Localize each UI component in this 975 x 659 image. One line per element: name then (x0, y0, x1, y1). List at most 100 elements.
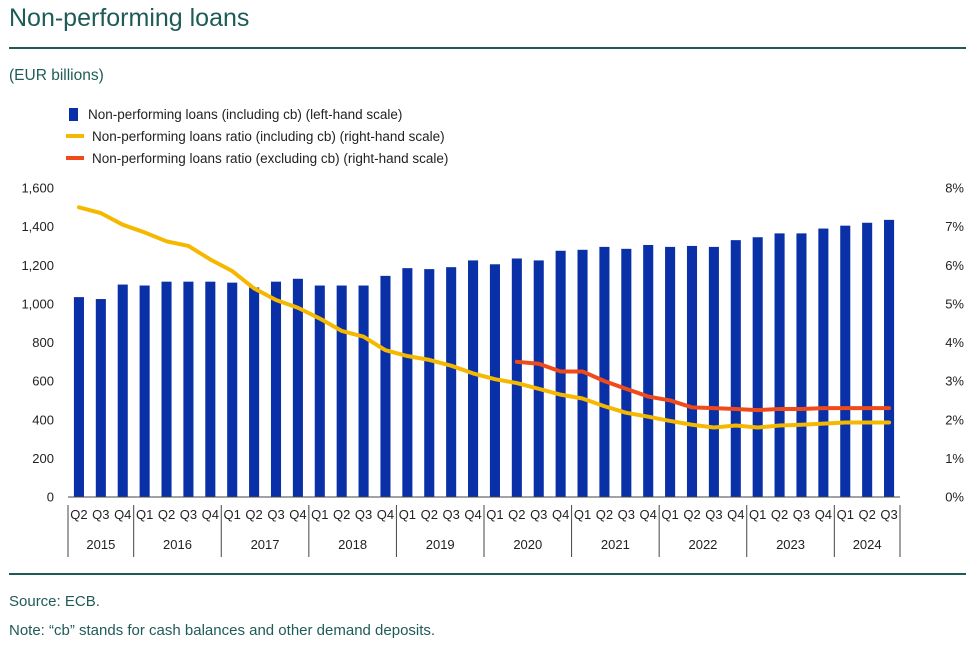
right-tick-label: 7% (945, 219, 964, 234)
right-tick-label: 5% (945, 296, 964, 311)
quarter-tick-label: Q2 (158, 507, 175, 522)
bar (227, 282, 238, 497)
quarter-tick-label: Q2 (596, 507, 613, 522)
ratio-incl-line (76, 205, 892, 430)
quarter-tick-label: Q2 (70, 507, 87, 522)
quarter-tick-label: Q1 (224, 507, 241, 522)
left-tick-label: 1,600 (21, 181, 54, 196)
bar (774, 233, 785, 497)
bar (183, 281, 194, 497)
bar (752, 237, 763, 497)
bar (314, 285, 325, 497)
quarter-tick-label: Q2 (245, 507, 262, 522)
quarter-tick-label: Q1 (486, 507, 503, 522)
footer-rule (9, 573, 966, 575)
bar (555, 250, 566, 497)
bar (380, 275, 391, 497)
quarter-tick-label: Q3 (92, 507, 109, 522)
bar (621, 248, 632, 497)
quarter-tick-label: Q2 (858, 507, 875, 522)
quarter-tick-label: Q2 (683, 507, 700, 522)
quarter-tick-label: Q4 (552, 507, 569, 522)
year-tick-label: 2017 (251, 537, 280, 552)
lines-layer (76, 205, 892, 430)
quarter-tick-label: Q3 (618, 507, 635, 522)
bar (643, 244, 654, 497)
left-tick-label: 200 (32, 451, 54, 466)
quarter-tick-label: Q2 (421, 507, 438, 522)
quarter-tick-label: Q1 (661, 507, 678, 522)
bar (468, 260, 479, 497)
legend-item-ratio-excl: Non-performing loans ratio (excluding cb… (66, 147, 448, 169)
year-tick-label: 2024 (853, 537, 882, 552)
quarter-tick-label: Q4 (114, 507, 131, 522)
bar (665, 246, 676, 497)
quarter-tick-label: Q2 (333, 507, 350, 522)
quarter-tick-label: Q1 (136, 507, 153, 522)
left-tick-label: 1,400 (21, 219, 54, 234)
bar (840, 225, 851, 498)
bar (336, 285, 347, 497)
bar (249, 287, 260, 497)
quarter-tick-label: Q4 (289, 507, 306, 522)
quarter-tick-label: Q1 (574, 507, 591, 522)
quarter-tick-label: Q1 (311, 507, 328, 522)
year-tick-label: 2023 (776, 537, 805, 552)
quarter-tick-label: Q4 (815, 507, 832, 522)
quarter-tick-label: Q3 (180, 507, 197, 522)
quarter-tick-label: Q3 (267, 507, 284, 522)
right-tick-label: 0% (945, 490, 964, 505)
legend-label: Non-performing loans ratio (including cb… (92, 128, 445, 144)
bar (796, 233, 807, 497)
footnote: Note: “cb” stands for cash balances and … (9, 622, 436, 639)
bar (730, 240, 741, 498)
legend-swatch-line (66, 134, 84, 138)
year-tick-label: 2015 (86, 537, 115, 552)
right-tick-label: 2% (945, 412, 964, 427)
legend-label: Non-performing loans (including cb) (lef… (88, 106, 403, 122)
bar (402, 268, 413, 497)
bar (95, 299, 106, 497)
bar (862, 222, 873, 497)
bar (599, 246, 610, 497)
chart-legend: Non-performing loans (including cb) (lef… (66, 103, 448, 169)
title-rule (9, 47, 966, 49)
bar (270, 281, 282, 497)
quarter-tick-label: Q2 (771, 507, 788, 522)
quarter-tick-label: Q3 (705, 507, 722, 522)
right-tick-label: 6% (945, 258, 964, 273)
bar (205, 281, 216, 497)
bar (358, 285, 369, 497)
bar (292, 278, 303, 497)
quarter-tick-label: Q1 (749, 507, 766, 522)
year-tick-label: 2022 (688, 537, 717, 552)
quarter-tick-label: Q4 (640, 507, 657, 522)
quarter-tick-label: Q3 (355, 507, 372, 522)
quarter-tick-label: Q1 (399, 507, 416, 522)
bar (161, 281, 172, 497)
axes-layer: 0 200 400 600 800 1,000 1,200 1,400 1,600 0% 1% 2% 3… (21, 181, 964, 557)
quarter-tick-label: Q2 (508, 507, 525, 522)
left-tick-label: 600 (32, 374, 54, 389)
chart-subtitle: (EUR billions) (9, 67, 104, 84)
left-tick-label: 800 (32, 335, 54, 350)
legend-label: Non-performing loans ratio (excluding cb… (92, 150, 449, 166)
left-tick-label: 1,000 (21, 296, 54, 311)
quarter-tick-label: Q1 (837, 507, 854, 522)
bar (117, 284, 128, 497)
bar (446, 267, 457, 497)
right-tick-label: 1% (945, 451, 964, 466)
year-tick-label: 2018 (338, 537, 367, 552)
quarter-tick-label: Q3 (530, 507, 547, 522)
legend-item-ratio-incl: Non-performing loans ratio (including cb… (66, 125, 448, 147)
bar (139, 285, 150, 497)
right-tick-label: 8% (945, 181, 964, 196)
quarter-tick-label: Q4 (377, 507, 394, 522)
bar (533, 260, 544, 497)
year-tick-label: 2019 (426, 537, 455, 552)
bar (818, 228, 829, 497)
chart-title: Non-performing loans (9, 4, 250, 32)
bars-layer (73, 219, 895, 498)
right-tick-label: 3% (945, 374, 964, 389)
